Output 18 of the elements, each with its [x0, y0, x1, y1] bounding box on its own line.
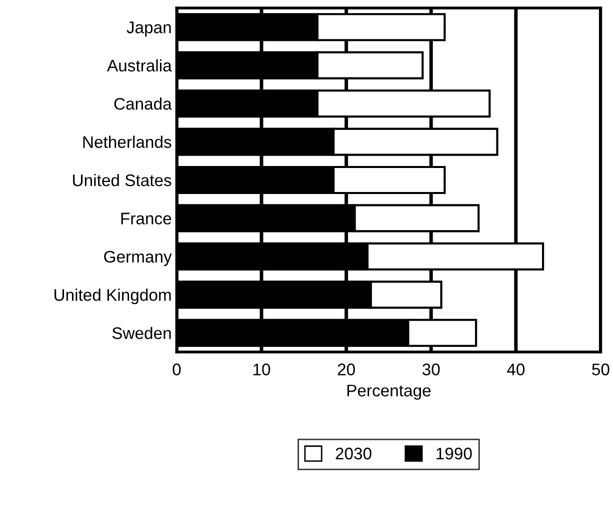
y-tick-label: United States	[73, 174, 172, 186]
x-tick-label: 20	[338, 364, 355, 376]
x-axis-title: Percentage	[347, 384, 431, 400]
y-tick-label: Sweden	[112, 326, 171, 340]
x-tick-label: 40	[507, 364, 525, 376]
x-tick-label: 30	[422, 364, 440, 376]
x-tick-label: 0	[172, 364, 181, 376]
x-tick-label: 50	[592, 364, 610, 376]
x-tick-label: 10	[254, 364, 270, 376]
y-tick-label: Germany	[104, 250, 172, 266]
y-tick-label: Netherlands	[83, 136, 172, 148]
y-tick-label: United Kingdom	[54, 288, 171, 304]
legend-label: 2030	[336, 448, 372, 460]
legend-label: 1990	[436, 448, 472, 460]
y-tick-label: Japan	[126, 22, 171, 37]
y-tick-label: Canada	[114, 98, 172, 110]
y-tick-label: Australia	[107, 59, 172, 72]
y-tick-label: France	[121, 212, 172, 224]
